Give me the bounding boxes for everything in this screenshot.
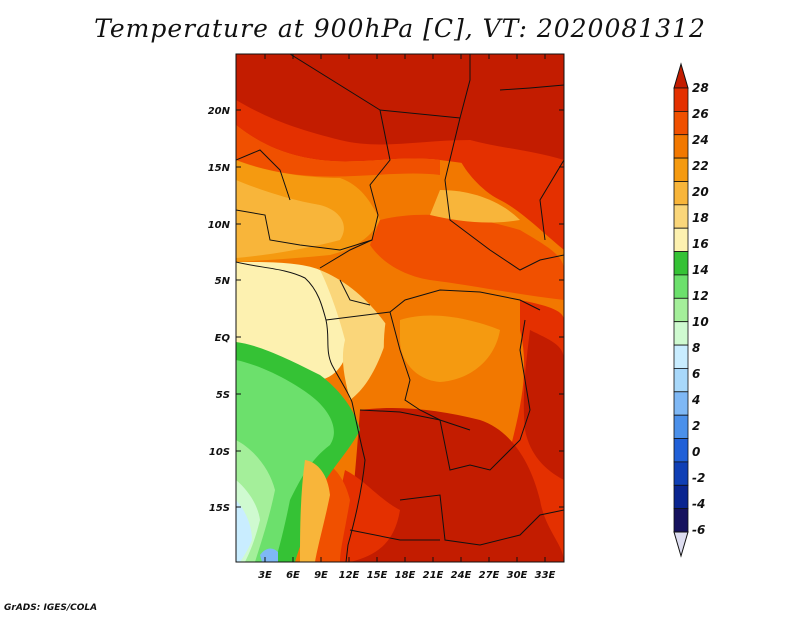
chart-title: Temperature at 900hPa [C], VT: 202008131… [94,14,706,43]
colorbar-swatch [673,321,689,346]
lat-label: 10S [209,447,230,458]
colorbar-label: -6 [692,523,705,537]
colorbar-swatch [673,111,689,136]
lon-label: 15E [367,570,388,581]
lon-label: 12E [339,570,360,581]
colorbar-label: 12 [692,289,709,303]
lat-label: 10N [208,220,231,231]
colorbar-swatch [673,204,689,229]
lon-label: 9E [314,570,328,581]
colorbar-label: 8 [692,341,700,355]
colorbar-label: 16 [692,237,709,251]
colorbar-label: 18 [692,211,709,225]
lon-label: 30E [507,570,528,581]
country-borders [236,54,564,562]
lat-label: 5S [216,390,230,401]
colorbar-swatch [673,438,689,463]
lon-label: 18E [395,570,416,581]
colorbar-swatch [673,181,689,206]
colorbar-swatch [673,414,689,440]
colorbar-swatch [673,484,689,510]
colorbar-swatch [673,344,689,369]
colorbar-labels: 28 26 24 22 20 18 16 14 12 10 8 6 4 2 0 … [691,81,709,537]
colorbar-label: -2 [692,471,705,485]
colorbar-label: 14 [692,263,709,277]
colorbar-swatch [673,87,689,112]
colorbar-label: -4 [692,497,705,511]
map-frame [235,53,565,563]
colorbar-swatch [673,391,689,416]
colorbar-bottom-arrow [673,531,689,558]
colorbar-label: 26 [692,107,709,121]
latitude-labels: 20N 15N 10N 5N EQ 5S 10S 15S [208,106,231,514]
colorbar-label: 22 [692,159,709,173]
colorbar-label: 24 [692,133,709,147]
colorbar-swatch [673,227,689,252]
colorbar-swatch [673,157,689,182]
lon-label: 21E [423,570,444,581]
lon-label: 6E [286,570,300,581]
colorbar-label: 28 [692,81,709,95]
lon-label: 24E [451,570,472,581]
colorbar-swatch [673,367,689,393]
colorbar-label: 10 [692,315,709,329]
colorbar-swatch [673,134,689,159]
axis-ticks [236,54,564,562]
colorbar-swatch [673,461,689,486]
colorbar-label: 4 [691,393,700,407]
colorbar-swatch [673,508,689,533]
lat-label: 20N [208,106,231,117]
colorbar-label: 2 [692,419,700,433]
colorbar-label: 6 [692,367,700,381]
lon-label: 27E [479,570,500,581]
lat-label: 15S [209,503,230,514]
grads-credit: GrADS: IGES/COLA [4,603,98,613]
lat-label: 5N [215,276,231,287]
colorbar-swatch [673,251,689,276]
colorbar-label: 20 [692,185,709,199]
longitude-labels: 3E 6E 9E 12E 15E 18E 21E 24E 27E 30E 33E [258,570,555,581]
colorbar-swatch [673,297,689,323]
lon-label: 33E [535,570,556,581]
colorbar-top-arrow [673,62,689,89]
colorbar-label: 0 [692,445,700,459]
lat-label: EQ [215,333,231,344]
lon-label: 3E [258,570,272,581]
colorbar-swatch [673,274,689,299]
colorbar [673,62,689,558]
lat-label: 15N [208,163,231,174]
temperature-field [236,54,564,562]
